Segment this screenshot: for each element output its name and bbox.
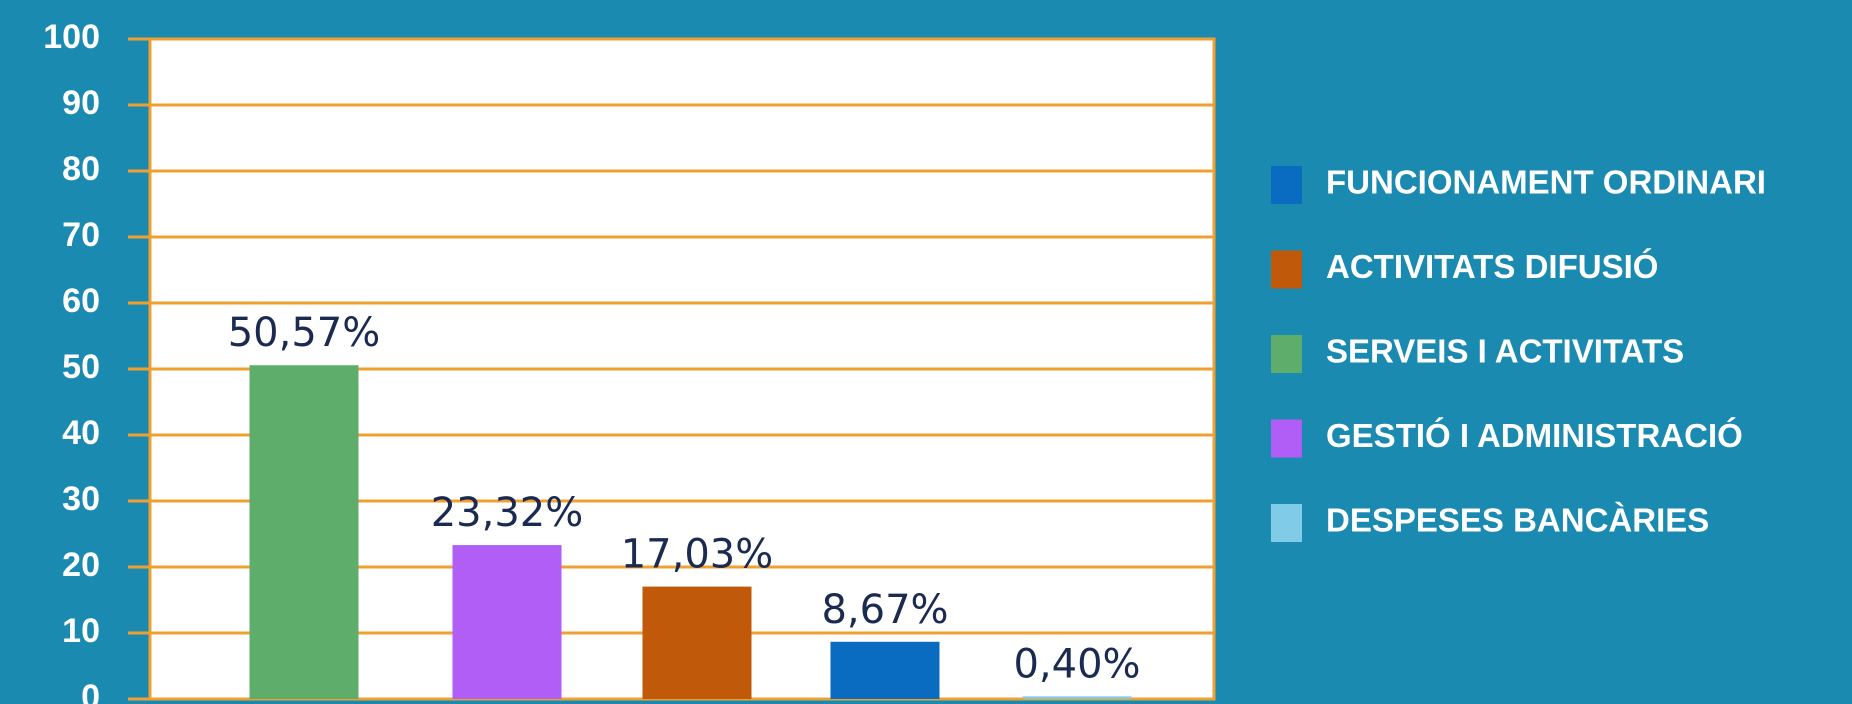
y-tick-label: 40 [62, 414, 100, 452]
y-tick-label: 0 [81, 678, 100, 704]
bar [1022, 696, 1132, 699]
value-label: 8,67% [821, 587, 948, 633]
bar [830, 641, 940, 699]
legend-label: ACTIVITATS DIFUSIÓ [1326, 248, 1658, 285]
legend-label: GESTIÓ I ADMINISTRACIÓ [1326, 417, 1743, 454]
y-tick-label: 70 [62, 216, 100, 254]
y-tick-label: 100 [43, 18, 100, 56]
value-label: 50,57% [228, 310, 381, 356]
legend-label: DESPESES BANCÀRIES [1326, 502, 1709, 539]
legend-swatch [1271, 166, 1302, 204]
y-tick-label: 20 [62, 546, 100, 584]
y-tick-label: 50 [62, 348, 100, 386]
legend-swatch [1271, 250, 1302, 289]
legend-label: SERVEIS I ACTIVITATS [1326, 333, 1684, 370]
y-tick-label: 10 [62, 612, 100, 650]
y-tick-label: 80 [62, 150, 100, 188]
bar [249, 365, 359, 699]
y-tick-label: 30 [62, 480, 100, 518]
value-label: 0,40% [1013, 641, 1140, 687]
bar [452, 545, 562, 699]
value-label: 17,03% [621, 532, 774, 578]
legend-swatch [1271, 419, 1302, 458]
legend-label: FUNCIONAMENT ORDINARI [1326, 164, 1766, 201]
bar [642, 586, 752, 699]
y-tick-label: 90 [62, 84, 100, 122]
legend-swatch [1271, 504, 1302, 542]
y-tick-label: 60 [62, 282, 100, 320]
legend-swatch [1271, 335, 1302, 373]
value-label: 23,32% [431, 490, 584, 536]
